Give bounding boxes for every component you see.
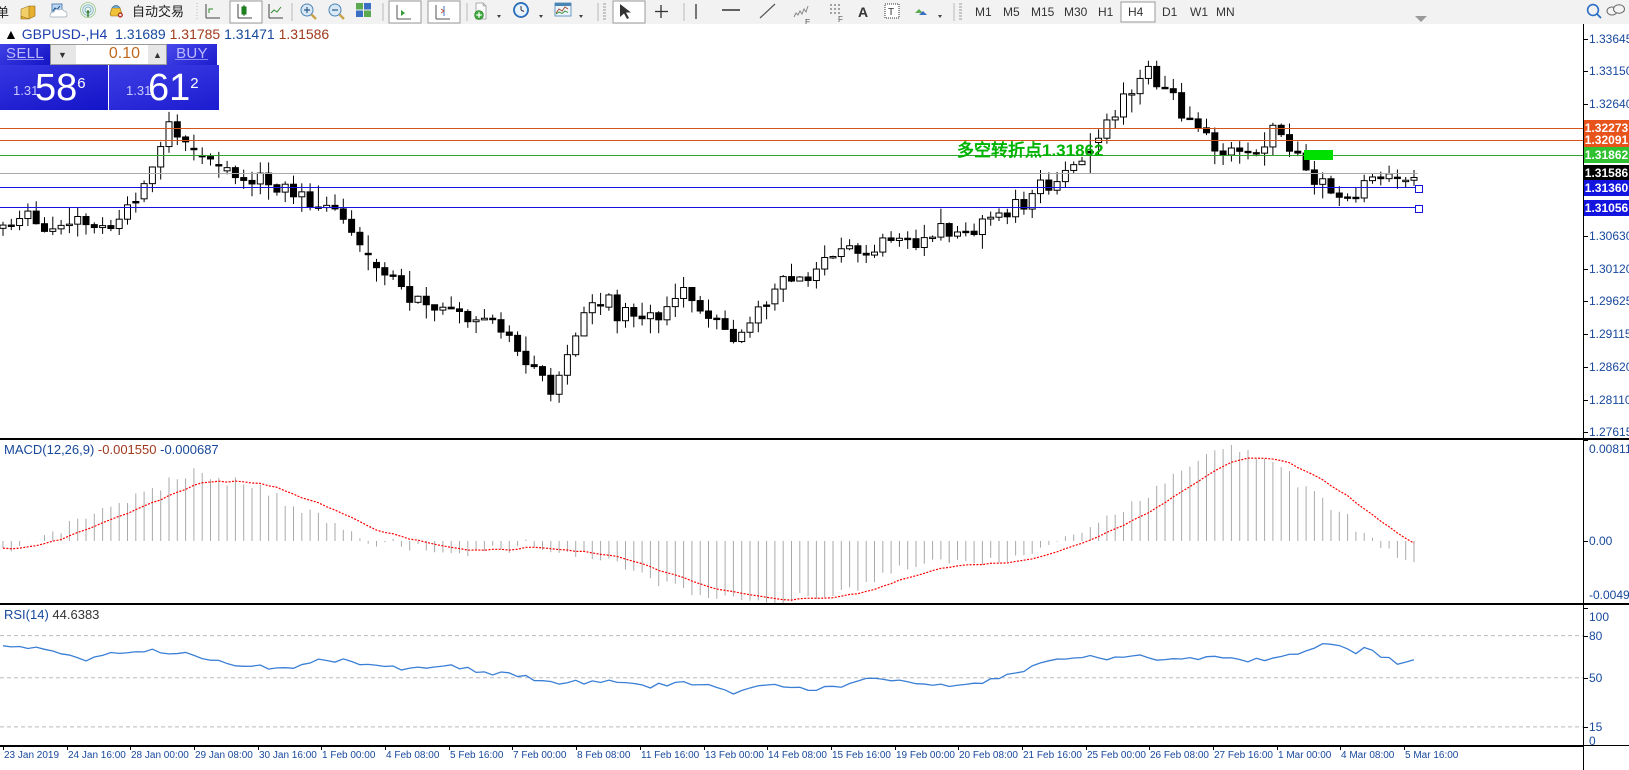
svg-text:W1: W1 [1190, 5, 1208, 19]
svg-text:MN: MN [1216, 5, 1235, 19]
svg-text:自动交易: 自动交易 [132, 4, 184, 19]
svg-text:M5: M5 [1003, 5, 1020, 19]
svg-text:T: T [888, 7, 894, 18]
svg-text:H4: H4 [1128, 5, 1144, 19]
svg-text:F: F [838, 15, 843, 24]
svg-text:M30: M30 [1064, 5, 1088, 19]
svg-text:H1: H1 [1098, 5, 1114, 19]
svg-text:A: A [858, 4, 868, 20]
svg-text:单: 单 [0, 5, 9, 20]
svg-text:M1: M1 [975, 5, 992, 19]
svg-text:M15: M15 [1031, 5, 1055, 19]
svg-text:D1: D1 [1162, 5, 1178, 19]
